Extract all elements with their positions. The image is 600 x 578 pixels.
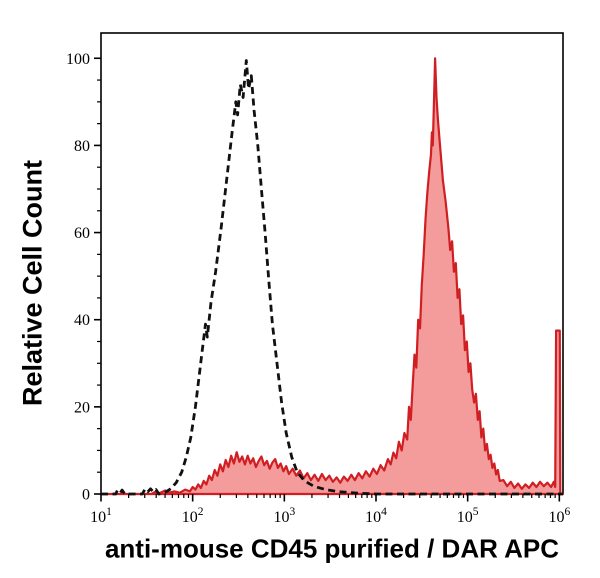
y-axis-title: Relative Cell Count bbox=[17, 159, 48, 407]
x-axis-tick-label: 105 bbox=[457, 506, 479, 526]
y-axis-tick-label: 100 bbox=[66, 51, 90, 68]
y-axis-tick-label: 20 bbox=[74, 399, 90, 416]
x-axis-tick-label: 104 bbox=[365, 506, 387, 526]
x-axis-tick-label: 102 bbox=[182, 506, 204, 526]
y-axis-tick-label: 80 bbox=[74, 138, 90, 155]
y-axis-tick-label: 0 bbox=[82, 487, 90, 504]
plot-frame bbox=[100, 32, 564, 495]
x-axis-tick-label: 106 bbox=[548, 506, 570, 526]
series-black-dashed-control bbox=[101, 59, 563, 496]
y-axis-tick-label: 60 bbox=[74, 225, 90, 242]
x-axis-title: anti-mouse CD45 purified / DAR APC bbox=[104, 533, 560, 564]
x-axis-tick-label: 103 bbox=[273, 506, 295, 526]
series-red-filled-stained-sample bbox=[99, 57, 565, 496]
y-axis-tick-label: 40 bbox=[74, 312, 90, 329]
x-axis-tick-label: 101 bbox=[90, 506, 112, 526]
